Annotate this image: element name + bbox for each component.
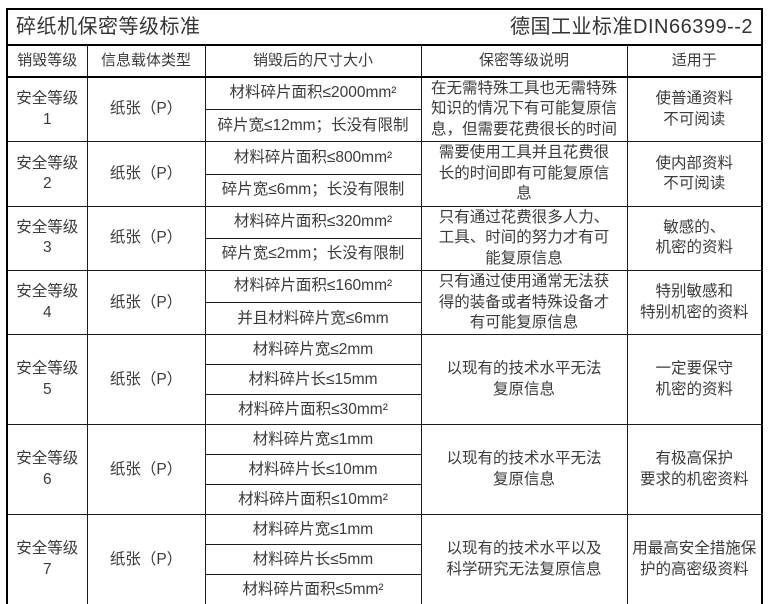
description-cell: 只有通过使用通常无法获 得的装备或者特殊设备才 有可能复原信息 [420, 270, 628, 336]
size-cell: 材料碎片面积≤10mm² [204, 484, 422, 516]
column-header-media: 信息载体类型 [86, 44, 206, 78]
size-cell: 材料碎片长≤10mm [204, 454, 422, 486]
table-subrow: 材料碎片面积≤5mm² [7, 574, 762, 604]
level-cell: 安全等级1 [6, 76, 88, 143]
table-subrow: 并且材料碎片宽≤6mm [7, 302, 762, 336]
table-row: 安全等级3 纸张（P） 材料碎片面积≤320mm² 只有通过花费很多人力、 工具… [6, 205, 763, 272]
size-cell: 材料碎片面积≤320mm² [204, 205, 422, 239]
table-subrow: 材料碎片面积≤10mm² [7, 484, 762, 516]
media-cell: 纸张（P） [86, 514, 206, 604]
application-cell: 用最高安全措施保 护的高密级资料 [626, 514, 763, 604]
page-title: 碎纸机保密等级标准 [16, 15, 201, 38]
level-cell: 安全等级4 [6, 270, 88, 336]
column-header-level: 销毁等级 [6, 44, 88, 78]
table-subrow: 材料碎片长≤15mm [7, 364, 762, 396]
description-cell: 以现有的技术水平以及 科学研究无法复原信息 [420, 514, 628, 604]
media-cell: 纸张（P） [86, 76, 206, 143]
standard-ref: 德国工业标准DIN66399--2 [510, 15, 754, 38]
size-cell: 并且材料碎片宽≤6mm [204, 302, 422, 336]
size-cell: 碎片宽≤2mm；长没有限制 [204, 237, 422, 272]
media-cell: 纸张（P） [86, 270, 206, 336]
level-cell: 安全等级3 [6, 205, 88, 272]
title-row: 碎纸机保密等级标准 德国工业标准DIN66399--2 [7, 9, 763, 46]
table-row: 安全等级1 纸张（P） 材料碎片面积≤2000mm² 在无需特殊工具也无需特殊 … [6, 76, 763, 143]
size-cell: 材料碎片面积≤160mm² [204, 270, 422, 304]
application-cell: 一定要保守 机密的资料 [626, 334, 763, 426]
table-subrow: 材料碎片长≤10mm [7, 454, 762, 486]
table-row: 安全等级5 纸张（P） 材料碎片宽≤2mm 以现有的技术水平无法 复原信息 一定… [6, 334, 763, 426]
size-cell: 材料碎片宽≤1mm [204, 514, 422, 546]
table-subrow: 碎片宽≤6mm；长没有限制 [7, 173, 762, 207]
size-cell: 碎片宽≤12mm；长没有限制 [204, 109, 422, 143]
table-row: 安全等级2 纸张（P） 材料碎片面积≤800mm² 需要使用工具并且花费很 长的… [6, 141, 763, 207]
size-cell: 材料碎片面积≤5mm² [204, 574, 422, 604]
media-cell: 纸张（P） [86, 141, 206, 207]
table-row: 安全等级7 纸张（P） 材料碎片宽≤1mm 以现有的技术水平以及 科学研究无法复… [6, 514, 763, 604]
application-cell: 敏感的、 机密的资料 [626, 205, 763, 272]
size-cell: 碎片宽≤6mm；长没有限制 [204, 173, 422, 207]
size-cell: 材料碎片宽≤2mm [204, 334, 422, 366]
level-cell: 安全等级6 [6, 424, 88, 516]
description-cell: 在无需特殊工具也无需特殊 知识的情况下有可能复原信 息，但需要花费很长的时间 [420, 76, 628, 143]
table-subrow: 材料碎片面积≤30mm² [7, 394, 762, 426]
table-row: 安全等级4 纸张（P） 材料碎片面积≤160mm² 只有通过使用通常无法获 得的… [6, 270, 763, 336]
media-cell: 纸张（P） [86, 424, 206, 516]
size-cell: 材料碎片宽≤1mm [204, 424, 422, 456]
header-row: 销毁等级 信息载体类型 销毁后的尺寸大小 保密等级说明 适用于 [6, 44, 763, 78]
application-cell: 特别敏感和 特别机密的资料 [626, 270, 763, 336]
size-cell: 材料碎片面积≤30mm² [204, 394, 422, 426]
size-cell: 材料碎片长≤15mm [204, 364, 422, 396]
description-cell: 需要使用工具并且花费很 长的时间即有可能复原信 息 [420, 141, 628, 207]
level-cell: 安全等级2 [6, 141, 88, 207]
table-subrow: 碎片宽≤12mm；长没有限制 [7, 109, 762, 143]
description-cell: 只有通过花费很多人力、 工具、时间的努力才有可 能复原信息 [420, 205, 628, 272]
shredder-grade-table: 碎纸机保密等级标准 德国工业标准DIN66399--2 销毁等级 信息载体类型 … [6, 8, 764, 604]
title-band: 碎纸机保密等级标准 德国工业标准DIN66399--2 [7, 9, 763, 46]
column-header-description: 保密等级说明 [420, 44, 628, 78]
table-subrow: 碎片宽≤2mm；长没有限制 [7, 237, 762, 272]
media-cell: 纸张（P） [86, 205, 206, 272]
size-cell: 材料碎片长≤5mm [204, 544, 422, 576]
column-header-application: 适用于 [626, 44, 763, 78]
column-header-size: 销毁后的尺寸大小 [204, 44, 422, 78]
table-row: 安全等级6 纸张（P） 材料碎片宽≤1mm 以现有的技术水平无法 复原信息 有极… [6, 424, 763, 516]
size-cell: 材料碎片面积≤800mm² [204, 141, 422, 175]
size-cell: 材料碎片面积≤2000mm² [204, 76, 422, 111]
application-cell: 使内部资料 不可阅读 [626, 141, 763, 207]
level-cell: 安全等级7 [6, 514, 88, 604]
level-cell: 安全等级5 [6, 334, 88, 426]
application-cell: 使普通资料 不可阅读 [626, 76, 763, 143]
description-cell: 以现有的技术水平无法 复原信息 [420, 424, 628, 516]
media-cell: 纸张（P） [86, 334, 206, 426]
application-cell: 有极高保护 要求的机密资料 [626, 424, 763, 516]
table-subrow: 材料碎片长≤5mm [7, 544, 762, 576]
description-cell: 以现有的技术水平无法 复原信息 [420, 334, 628, 426]
